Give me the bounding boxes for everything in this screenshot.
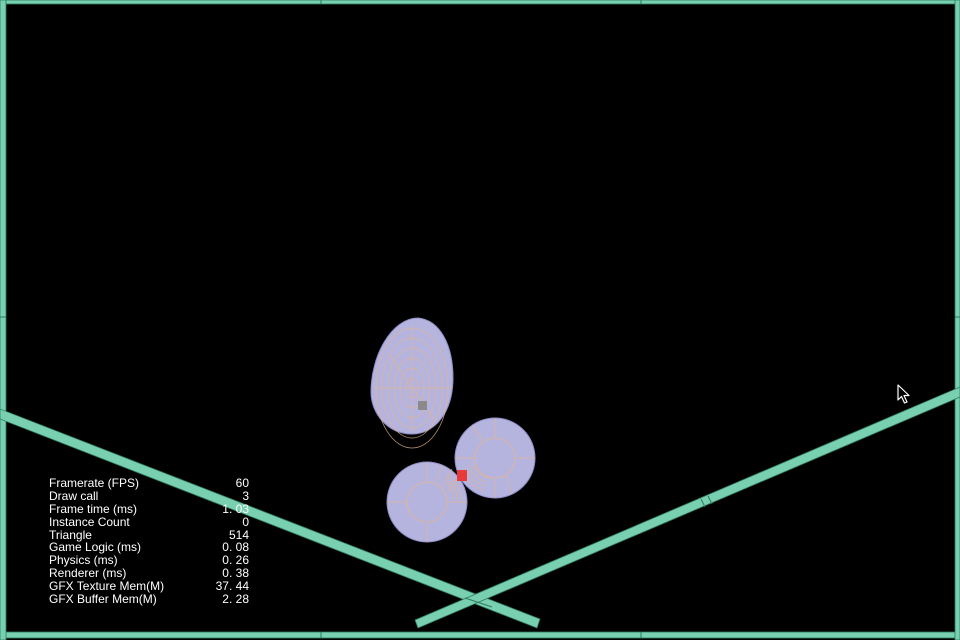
wheel-right xyxy=(454,417,536,499)
stat-value: 0. 38 xyxy=(222,566,249,581)
stat-row-gfx-texture-mem: GFX Texture Mem(M) 37. 44 xyxy=(49,580,249,593)
egg-center-marker xyxy=(418,401,427,410)
stat-label: Triangle xyxy=(49,527,92,542)
stat-label: Frame time (ms) xyxy=(49,501,137,516)
stat-value: 0. 08 xyxy=(222,540,249,555)
stat-value: 37. 44 xyxy=(215,579,249,594)
right-wall xyxy=(954,0,960,640)
stat-row-instance-count: Instance Count 0 xyxy=(49,514,249,529)
stat-row-physics: Physics (ms) 0. 26 xyxy=(49,554,249,567)
stat-label: GFX Buffer Mem(M) xyxy=(49,592,157,607)
stat-value: 514 xyxy=(228,527,249,542)
stat-value: 2. 28 xyxy=(222,592,249,607)
ramp-crossing-edge xyxy=(464,597,493,608)
stat-row-gfx-buffer-mem: GFX Buffer Mem(M) 2. 28 xyxy=(49,593,249,606)
stat-label: Renderer (ms) xyxy=(49,566,127,581)
left-ramp xyxy=(0,408,541,629)
stat-value: 0 xyxy=(242,514,249,529)
stat-row-triangle: Triangle 514 xyxy=(49,527,249,542)
pointer-arrow-icon xyxy=(897,384,910,404)
stat-value: 0. 26 xyxy=(222,553,249,568)
stat-label: GFX Texture Mem(M) xyxy=(49,579,165,594)
stat-label: Draw call xyxy=(49,488,99,503)
stat-value: 1. 03 xyxy=(222,501,249,516)
stat-row-frame-time: Frame time (ms) 1. 03 xyxy=(49,501,249,516)
performance-stats-panel: Framerate (FPS) 60 Draw call 3 Frame tim… xyxy=(49,477,249,606)
right-ramp xyxy=(414,386,960,629)
left-wall xyxy=(0,0,7,640)
stat-row-renderer: Renderer (ms) 0. 38 xyxy=(49,567,249,580)
stat-label: Instance Count xyxy=(49,514,130,529)
egg-body xyxy=(370,317,454,449)
red-contact-marker xyxy=(457,470,467,481)
bottom-wall xyxy=(0,631,960,639)
stat-value: 60 xyxy=(235,476,249,490)
stat-value: 3 xyxy=(242,488,249,503)
stat-label: Framerate (FPS) xyxy=(49,476,140,490)
stat-row-game-logic: Game Logic (ms) 0. 08 xyxy=(49,541,249,554)
top-wall xyxy=(0,0,960,5)
stat-row-draw-call: Draw call 3 xyxy=(49,488,249,503)
stat-row-framerate: Framerate (FPS) 60 xyxy=(49,477,249,490)
stat-label: Physics (ms) xyxy=(49,553,118,568)
wheel-left xyxy=(386,461,468,543)
stat-label: Game Logic (ms) xyxy=(49,540,142,555)
